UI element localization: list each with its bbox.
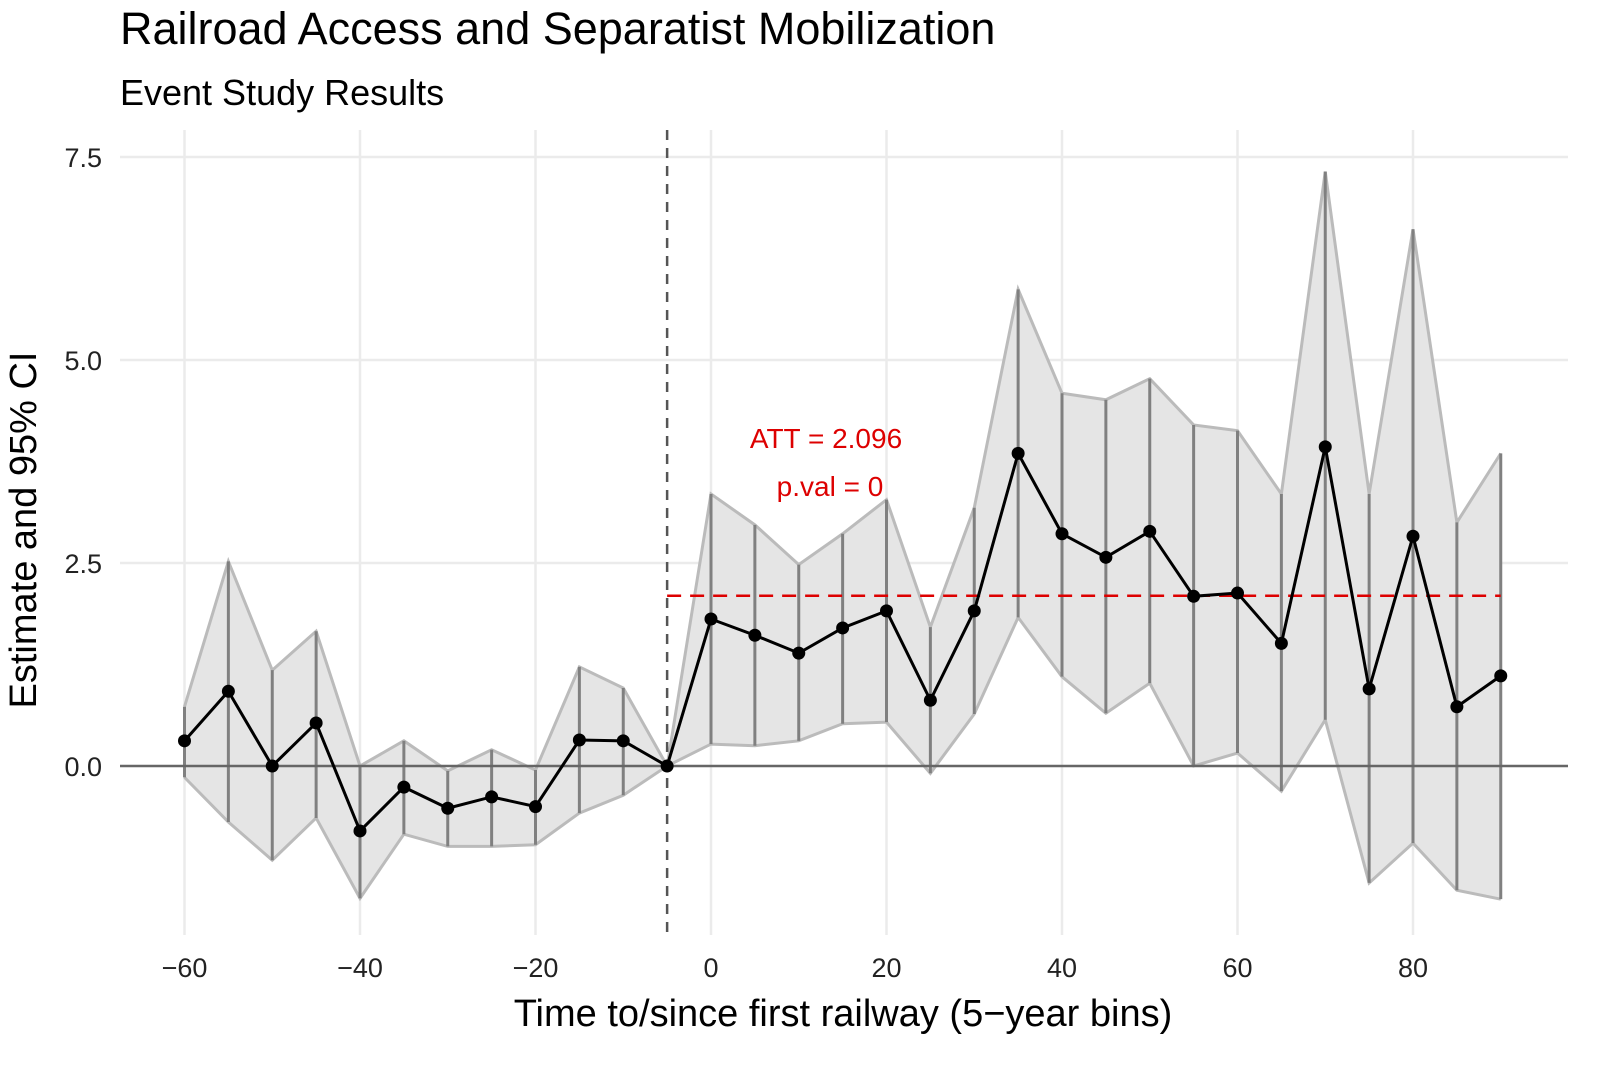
estimate-point bbox=[1406, 529, 1420, 543]
estimate-point bbox=[660, 759, 674, 773]
estimate-point bbox=[397, 780, 411, 794]
estimate-point bbox=[704, 612, 718, 626]
x-tick-label: 80 bbox=[1398, 953, 1428, 983]
x-tick-label: −60 bbox=[162, 953, 208, 983]
estimate-point bbox=[1318, 440, 1332, 454]
chart-subtitle: Event Study Results bbox=[120, 72, 444, 113]
estimate-point bbox=[572, 733, 586, 747]
estimate-point bbox=[178, 734, 191, 748]
y-tick-label: 0.0 bbox=[64, 752, 102, 782]
estimate-point bbox=[1143, 524, 1157, 538]
estimate-point bbox=[529, 800, 542, 814]
estimate-point bbox=[353, 824, 367, 838]
y-axis-label: Estimate and 95% CI bbox=[3, 352, 45, 709]
x-tick-label: 20 bbox=[871, 953, 901, 983]
estimate-point bbox=[265, 759, 279, 773]
estimate-point bbox=[309, 716, 323, 730]
reference-lines bbox=[120, 130, 1568, 935]
estimate-point bbox=[1231, 586, 1244, 600]
estimate-point bbox=[923, 693, 937, 707]
pval-label: p.val = 0 bbox=[777, 471, 884, 502]
x-tick-label: 0 bbox=[703, 953, 718, 983]
y-tick-label: 7.5 bbox=[64, 143, 102, 173]
estimate-point bbox=[441, 801, 455, 815]
estimate-point bbox=[1187, 589, 1201, 603]
estimate-point bbox=[1362, 682, 1376, 696]
estimate-point bbox=[221, 684, 235, 698]
axis-ticks: −60 −40 −20 0 20 40 60 80 0.0 2.5 5.0 7.5 bbox=[64, 143, 1428, 983]
estimate-series bbox=[178, 440, 1508, 838]
att-label: ATT = 2.096 bbox=[750, 423, 902, 454]
estimate-point bbox=[485, 790, 499, 804]
y-tick-label: 5.0 bbox=[64, 346, 102, 376]
estimate-point bbox=[1450, 700, 1464, 714]
x-axis-label: Time to/since first railway (5−year bins… bbox=[514, 993, 1173, 1035]
estimate-point bbox=[1055, 527, 1069, 541]
y-tick-label: 2.5 bbox=[64, 549, 102, 579]
estimate-point bbox=[792, 646, 806, 660]
estimate-point bbox=[880, 604, 893, 618]
x-tick-label: 40 bbox=[1047, 953, 1077, 983]
x-tick-label: −20 bbox=[513, 953, 559, 983]
x-tick-label: −40 bbox=[337, 953, 383, 983]
estimate-point bbox=[967, 604, 981, 618]
estimate-point bbox=[1274, 636, 1288, 650]
x-tick-label: 60 bbox=[1222, 953, 1252, 983]
estimate-point bbox=[1494, 669, 1508, 683]
estimate-point bbox=[616, 734, 630, 748]
estimate-point bbox=[836, 621, 850, 635]
estimate-point bbox=[1099, 550, 1113, 564]
estimate-point bbox=[1011, 446, 1025, 460]
estimate-point bbox=[748, 628, 762, 642]
chart-title: Railroad Access and Separatist Mobilizat… bbox=[120, 3, 995, 54]
